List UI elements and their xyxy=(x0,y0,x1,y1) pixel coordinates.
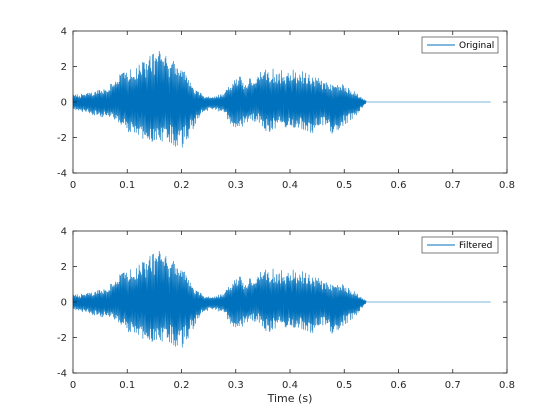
x-tick-label: 0.8 xyxy=(499,380,515,391)
x-tick-label: 0.6 xyxy=(391,380,407,391)
x-tick-label: 0.3 xyxy=(228,380,244,391)
x-tick-label: 0.4 xyxy=(282,380,298,391)
y-tick-label: 0 xyxy=(61,298,67,309)
y-tick-label: 4 xyxy=(61,27,67,38)
x-axis-label: Time (s) xyxy=(267,392,313,405)
chart-panel-2: 0 0.1 0.2 0.3 0.4 0.5 0.6 0.7 0.8 -4 -2 0 2 4 Time (s)… xyxy=(57,227,515,406)
x-tick-label: 0.7 xyxy=(445,380,461,391)
x-tick-label: 0.1 xyxy=(119,180,135,191)
legend-label: Filtered xyxy=(459,241,492,251)
x-tick-label: 0.2 xyxy=(174,380,190,391)
x-tick-label: 0.1 xyxy=(119,380,135,391)
y-tick-label: 2 xyxy=(61,62,67,73)
y-tick-label: 4 xyxy=(61,227,67,238)
legend: Filtered xyxy=(421,236,499,254)
x-tick-label: 0.5 xyxy=(336,380,352,391)
legend: Original xyxy=(421,36,499,54)
chart-panel-1: 0 0.1 0.2 0.3 0.4 0.5 0.6 0.7 0.8 -4 -2 0 2 4 Original xyxy=(57,27,515,192)
y-tick-label: -2 xyxy=(57,133,67,144)
x-tick-label: 0.8 xyxy=(499,180,515,191)
x-tick-label: 0 xyxy=(70,380,76,391)
y-tick-label: -2 xyxy=(57,333,67,344)
x-tick-label: 0 xyxy=(70,180,76,191)
y-tick-label: -4 xyxy=(57,369,67,380)
y-tick-label: 2 xyxy=(61,262,67,273)
x-tick-label: 0.5 xyxy=(336,180,352,191)
x-tick-label: 0.7 xyxy=(445,180,461,191)
y-tick-label: 0 xyxy=(61,98,67,109)
x-tick-label: 0.3 xyxy=(228,180,244,191)
series-line-1 xyxy=(72,251,491,348)
x-tick-label: 0.2 xyxy=(174,180,190,191)
series-line-1 xyxy=(72,51,491,148)
legend-box xyxy=(421,36,499,54)
legend-label: Original xyxy=(459,41,494,51)
legend-box xyxy=(421,236,499,254)
x-tick-label: 0.4 xyxy=(282,180,298,191)
y-tick-label: -4 xyxy=(57,169,67,180)
x-tick-label: 0.6 xyxy=(391,180,407,191)
